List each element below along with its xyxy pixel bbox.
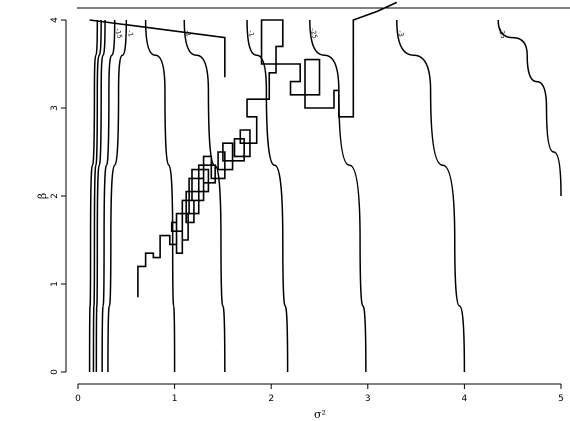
x-axis-title: σ²	[314, 408, 326, 421]
contour-label: -15	[113, 27, 123, 39]
x-axis: 0 1 2 3 4 5	[75, 383, 564, 404]
y-axis: 0 1 2 3 4	[50, 17, 67, 375]
contour-label: -1	[246, 29, 255, 37]
contour-line	[107, 19, 128, 373]
x-tick-label: 0	[75, 394, 81, 404]
x-tick-label: 3	[365, 394, 371, 404]
y-tick-label: 1	[50, 281, 60, 287]
x-tick-label: 1	[172, 394, 178, 404]
contour-line	[95, 19, 106, 373]
contour-line	[183, 19, 226, 373]
y-axis-title: β	[36, 193, 49, 199]
mcmc-trace	[89, 1, 398, 298]
contour-line	[246, 19, 289, 373]
trace-start-segment	[89, 19, 226, 78]
contour-label: -3	[396, 29, 405, 37]
contour-line	[92, 19, 102, 373]
y-tick-label: 3	[50, 105, 60, 111]
contour-line	[144, 19, 176, 373]
contour-line	[309, 19, 367, 373]
contour-label: -1	[126, 29, 135, 37]
contour-label: -25	[309, 27, 319, 39]
contour-line	[396, 19, 466, 373]
y-tick-label: 2	[50, 193, 60, 199]
contour-label: -35	[497, 27, 507, 39]
trace-path	[137, 1, 398, 298]
contour-lines	[88, 19, 562, 373]
contour-line	[88, 19, 99, 373]
contour-line	[497, 19, 562, 197]
y-tick-label: 0	[50, 369, 60, 375]
y-tick-label: 4	[50, 17, 60, 23]
x-tick-label: 5	[558, 394, 564, 404]
contour-line	[101, 19, 116, 373]
x-tick-label: 4	[462, 394, 468, 404]
x-tick-label: 2	[268, 394, 274, 404]
